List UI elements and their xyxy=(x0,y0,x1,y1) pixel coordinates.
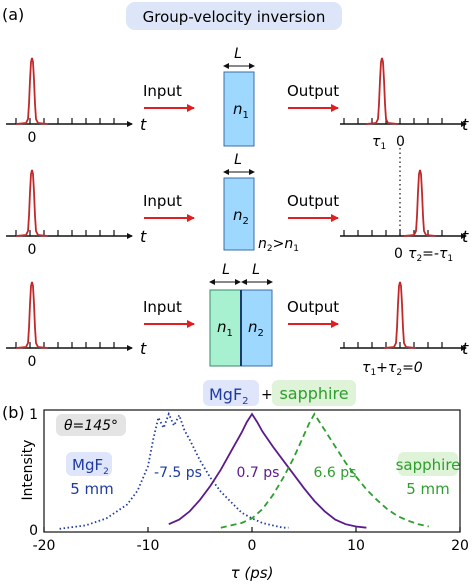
top-label-sapphire: sapphire xyxy=(279,384,348,403)
crystal-n1 xyxy=(223,71,255,147)
top-label-mgf-bg xyxy=(203,380,259,406)
series-mgf-line xyxy=(59,411,289,530)
output-sum: τ1+τ2=0 xyxy=(362,360,423,378)
crystal-n1-composite-label: n1 xyxy=(217,318,233,339)
title-banner xyxy=(126,2,342,30)
input-axis-var-1: t xyxy=(140,115,147,134)
series-sapphire-line xyxy=(220,412,429,529)
left-thickness: 5 mm xyxy=(70,480,114,498)
input-label-1: Input xyxy=(143,82,182,100)
right-material: sapphire xyxy=(396,456,461,474)
input-pulse-1 xyxy=(15,57,49,125)
input-label-3: Input xyxy=(143,298,182,316)
output-label-3: Output xyxy=(287,298,339,316)
output-tau1: τ1 xyxy=(372,134,386,152)
index-condition: n2>n1 xyxy=(258,236,299,254)
output-pulse-2 xyxy=(403,169,437,237)
output-zero-2: 0 xyxy=(394,246,403,262)
row-3: 0 t Input L L n1 n2 Output τ1+τ2=0 t xyxy=(6,262,469,378)
annotation-both: 0.7 ps xyxy=(237,465,280,481)
input-axis-var-3: t xyxy=(140,339,147,358)
panel-b-label: (b) xyxy=(2,403,25,422)
crystal-n1-label: n1 xyxy=(233,100,249,121)
theta-label: θ=145° xyxy=(64,418,118,434)
x-tick-label: -20 xyxy=(33,538,56,554)
y-tick-label: 0 xyxy=(29,523,38,539)
top-label-mgf: MgF2 xyxy=(209,385,249,407)
x-tick-label: 20 xyxy=(451,538,469,554)
x-tick-label: 10 xyxy=(347,538,365,554)
length-label-1: L xyxy=(234,46,242,62)
crystal-n1-composite xyxy=(209,289,242,367)
row-1: 0 t Input L n1 Output τ1 0 t xyxy=(6,46,469,152)
annotation-mgf: -7.5 ps xyxy=(154,465,202,481)
crystal-n2 xyxy=(223,177,255,251)
row-2: 0 t Input L n2 n2>n1 Output 0 τ2=-τ1 t xyxy=(6,152,469,264)
left-material-bg xyxy=(66,452,112,476)
series-layer xyxy=(59,411,429,530)
input-pulse-3 xyxy=(15,281,49,349)
left-material: MgF2 xyxy=(72,456,109,477)
y-tick-label: 1 xyxy=(29,407,38,423)
input-label-2: Input xyxy=(143,192,182,210)
top-label-sapphire-bg xyxy=(272,380,356,406)
crystal-n2-label: n2 xyxy=(233,206,249,227)
x-tick-label: 0 xyxy=(248,538,257,554)
input-ticks-3 xyxy=(15,342,115,348)
length-label-3b: L xyxy=(252,262,260,278)
output-axis-var-3: t xyxy=(462,339,469,358)
output-label-1: Output xyxy=(287,82,339,100)
output-label-2: Output xyxy=(287,192,339,210)
x-tick-label: -10 xyxy=(137,538,160,554)
output-pulse-1 xyxy=(365,57,399,125)
output-zero-1: 0 xyxy=(396,134,405,150)
y-axis-label: Intensity xyxy=(20,440,36,501)
output-pulse-3 xyxy=(383,281,417,349)
length-label-3a: L xyxy=(222,262,230,278)
right-material-bg xyxy=(398,452,458,476)
input-zero-1: 0 xyxy=(28,130,37,146)
theta-badge-bg xyxy=(56,414,126,436)
input-axis-var-2: t xyxy=(140,227,147,246)
input-zero-2: 0 xyxy=(28,242,37,258)
x-axis-label: τ (ps) xyxy=(231,564,274,582)
crystal-n2-composite xyxy=(240,289,273,367)
annotation-sapphire: 6.6 ps xyxy=(314,465,357,481)
output-axis-var-1: t xyxy=(462,115,469,134)
length-label-2: L xyxy=(234,152,242,168)
x-ticks: -20 -10 0 10 20 xyxy=(33,527,469,554)
series-combined-line xyxy=(168,412,367,529)
panel-a-label: (a) xyxy=(2,5,24,24)
right-thickness: 5 mm xyxy=(406,480,450,498)
y-ticks: 01 xyxy=(29,407,38,539)
crystal-n2-composite-label: n2 xyxy=(248,318,264,339)
output-axis-var-2: t xyxy=(462,227,469,246)
panel-a-title: Group-velocity inversion xyxy=(143,8,326,26)
top-label-plus: + xyxy=(261,387,273,403)
input-pulse-2 xyxy=(15,169,49,237)
input-ticks-1 xyxy=(15,118,115,124)
output-tau2: τ2=-τ1 xyxy=(408,246,453,264)
input-ticks-2 xyxy=(15,230,115,236)
input-zero-3: 0 xyxy=(28,354,37,370)
